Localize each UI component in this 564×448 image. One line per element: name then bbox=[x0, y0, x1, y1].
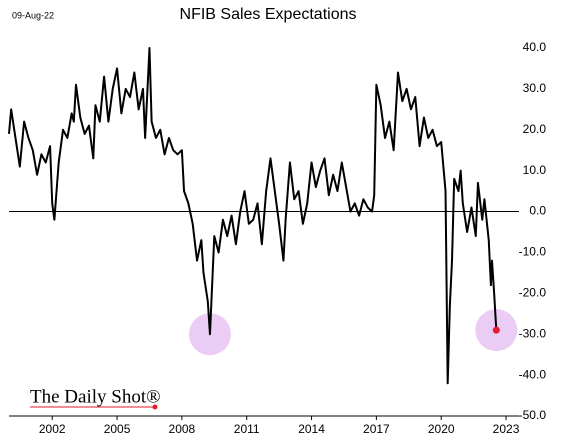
x-tick-label: 2023 bbox=[493, 422, 520, 436]
y-tick-label: -40.0 bbox=[519, 367, 547, 381]
y-tick-label: -30.0 bbox=[519, 326, 547, 340]
x-tick-label: 2020 bbox=[428, 422, 455, 436]
y-tick-label: 40.0 bbox=[523, 40, 547, 54]
y-tick-label: 10.0 bbox=[523, 163, 547, 177]
end-marker bbox=[492, 326, 500, 334]
x-tick-label: 2014 bbox=[298, 422, 325, 436]
date-label: 09-Aug-22 bbox=[12, 10, 54, 20]
x-tick-label: 2005 bbox=[104, 422, 131, 436]
x-tick-label: 2011 bbox=[234, 422, 260, 436]
chart-title: NFIB Sales Expectations bbox=[180, 6, 357, 23]
x-tick-label: 2008 bbox=[169, 422, 196, 436]
y-tick-label: -10.0 bbox=[519, 245, 547, 259]
series-line bbox=[8, 47, 498, 385]
y-tick-label: -20.0 bbox=[519, 286, 547, 300]
x-tick-label: 2017 bbox=[363, 422, 390, 436]
y-tick-label: -50.0 bbox=[519, 408, 547, 422]
source-logo: The Daily Shot® bbox=[30, 386, 161, 407]
y-tick-label: 20.0 bbox=[523, 122, 547, 136]
y-tick-label: 30.0 bbox=[523, 81, 547, 95]
x-tick-label: 2002 bbox=[39, 422, 66, 436]
logo-dot bbox=[152, 404, 158, 410]
y-tick-label: 0.0 bbox=[529, 204, 546, 218]
